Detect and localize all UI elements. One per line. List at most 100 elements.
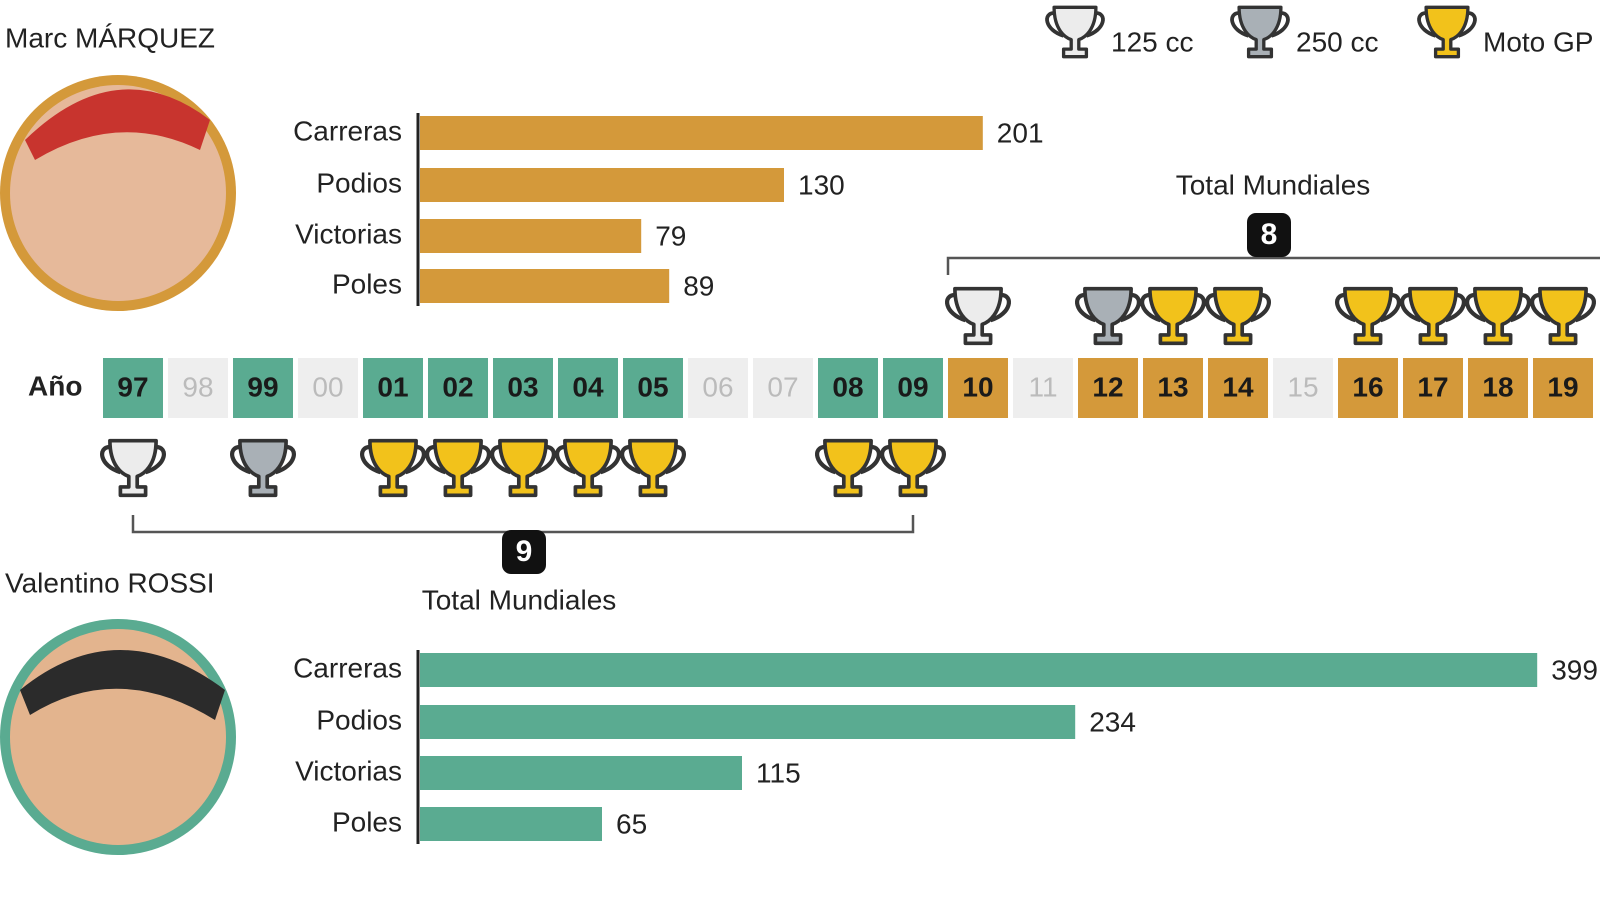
trophy-cup [1237,5,1283,59]
bracket [946,256,1600,275]
year-label: 05 [637,371,668,402]
trophy [1400,286,1466,346]
legend-label: 125 cc [1111,26,1194,57]
year-label: 12 [1092,371,1123,402]
trophy-handles [1530,292,1596,323]
trophy-cup [953,286,1003,346]
trophy-cup [1213,286,1263,346]
year-cell [1208,358,1268,418]
year-cell [493,358,553,418]
trophy-cup [563,438,613,498]
value-label: 234 [1089,706,1136,737]
trophy [1465,286,1531,346]
trophy [1335,286,1401,346]
trophy-cup [1424,5,1470,59]
trophy-cup [238,438,288,498]
rider-name: Marc MÁRQUEZ [5,22,215,53]
trophy [1140,286,1206,346]
trophy-cup [1473,286,1523,346]
trophy [425,438,491,498]
bar [420,168,784,202]
total-badge [502,530,546,574]
trophy [100,438,166,498]
trophy-cup [1538,286,1588,346]
trophy [360,438,426,498]
value-label: 115 [756,757,801,788]
year-cell [1338,358,1398,418]
trophy-handles [230,444,296,475]
trophy-handles [490,444,556,475]
legend-label: Moto GP [1483,26,1593,57]
year-cell [688,358,748,418]
year-cell [818,358,878,418]
year-label: 01 [377,371,408,402]
year-label: 99 [247,371,278,402]
category-label: Victorias [295,218,402,249]
year-label: 00 [312,371,343,402]
trophy [555,438,621,498]
category-label: Carreras [293,115,402,146]
year-cell [623,358,683,418]
trophy [1530,286,1596,346]
year-label: 17 [1417,371,1448,402]
category-label: Poles [332,268,402,299]
trophy [1075,286,1141,346]
year-cell [363,358,423,418]
year-cell [1078,358,1138,418]
year-cell [168,358,228,418]
year-label: 97 [117,371,148,402]
category-label: Poles [332,806,402,837]
value-label: 79 [655,220,686,251]
trophy-cup [1343,286,1393,346]
photo-cap [25,89,210,160]
category-label: Podios [316,167,402,198]
year-label: 19 [1547,371,1578,402]
trophy-cup [1083,286,1133,346]
trophy-handles [1335,292,1401,323]
trophy-cup [888,438,938,498]
year-cell [103,358,163,418]
trophy-handles [1417,11,1477,38]
trophy [1417,5,1477,59]
year-cell [1468,358,1528,418]
year-cell [1273,358,1333,418]
trophy-handles [1205,292,1271,323]
bar [420,653,1538,687]
trophy-cup [628,438,678,498]
value-label: 201 [997,117,1044,148]
bar [420,807,602,841]
trophy-handles [555,444,621,475]
trophy-handles [425,444,491,475]
trophy [620,438,686,498]
total-badge [1247,213,1291,257]
category-label: Victorias [295,755,402,786]
trophy-handles [1400,292,1466,323]
trophy-cup [498,438,548,498]
trophy [1230,5,1290,59]
trophy-cup [108,438,158,498]
year-label: 02 [442,371,473,402]
trophy-handles [815,444,881,475]
trophy-handles [1045,11,1105,38]
year-cell [1013,358,1073,418]
trophy-handles [1465,292,1531,323]
year-label: 18 [1482,371,1513,402]
value-label: 130 [798,169,845,200]
rider-name: Valentino ROSSI [5,567,215,598]
photo-cap [20,650,225,720]
year-cell [428,358,488,418]
bar [420,269,670,303]
total-label: Total Mundiales [422,584,617,615]
year-label: 15 [1287,371,1318,402]
trophy-handles [1230,11,1290,38]
year-cell [1143,358,1203,418]
trophy-handles [100,444,166,475]
year-cell [233,358,293,418]
trophy [815,438,881,498]
year-label: 13 [1157,371,1188,402]
year-label: 16 [1352,371,1383,402]
year-cell [1403,358,1463,418]
year-label: 10 [962,371,993,402]
